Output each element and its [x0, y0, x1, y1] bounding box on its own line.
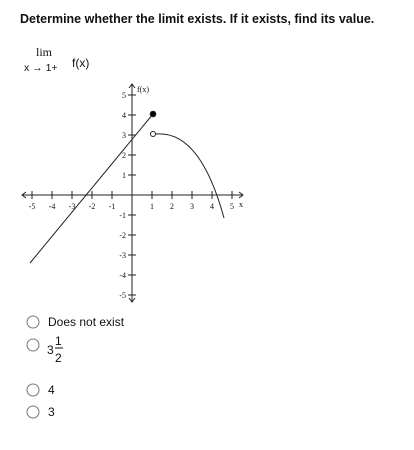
x-tick-label: 1: [150, 202, 154, 211]
lim: lim: [36, 45, 53, 59]
y-tick-label: 5: [122, 91, 126, 100]
y-tick-label: -2: [119, 231, 126, 240]
y-tick-label: 3: [122, 131, 126, 140]
option-text[interactable]: Does not exist: [48, 315, 125, 329]
radio[interactable]: [26, 338, 40, 352]
option-numerator[interactable]: 1: [55, 334, 62, 348]
radio[interactable]: [26, 315, 40, 329]
closed-dot: [149, 110, 157, 118]
radio[interactable]: [26, 383, 40, 397]
question: Determine whether the limit exists. If i…: [20, 12, 374, 26]
radio[interactable]: [26, 405, 40, 419]
y-tick-label: -4: [119, 271, 126, 280]
option-denominator[interactable]: 2: [55, 351, 62, 365]
x-tick-label: -4: [49, 202, 56, 211]
x-tick-label: 2: [170, 202, 174, 211]
x-tick-label: 5: [230, 202, 234, 211]
graph: [21, 83, 244, 303]
x-tick-label: 3: [190, 202, 194, 211]
x-arrows: [21, 191, 244, 199]
x-axis-label: x: [239, 200, 243, 209]
lim-approach: x → 1+: [24, 62, 58, 74]
x-tick-label: -5: [29, 202, 36, 211]
y-arrows: [128, 83, 136, 303]
open-dot: [150, 131, 156, 137]
y-axis-label: f(x): [137, 85, 149, 94]
y-tick-label: 4: [122, 111, 126, 120]
y-tick-label: -5: [119, 291, 126, 300]
y-tick-label: -1: [119, 211, 126, 220]
options: [26, 315, 40, 419]
x-tick-label: -2: [89, 202, 96, 211]
x-tick-label: 4: [210, 202, 214, 211]
option-whole[interactable]: 3: [47, 343, 54, 357]
option-text[interactable]: 4: [48, 383, 55, 397]
right-branch: [155, 133, 225, 219]
left-branch: [29, 113, 154, 264]
x-tick-label: -3: [69, 202, 76, 211]
lim-func: f(x): [72, 56, 89, 70]
y-tick-label: -3: [119, 251, 126, 260]
y-tick-label: 1: [122, 171, 126, 180]
y-tick-label: 2: [122, 151, 126, 160]
x-tick-label: -1: [109, 202, 116, 211]
option-text[interactable]: 3: [48, 405, 55, 419]
